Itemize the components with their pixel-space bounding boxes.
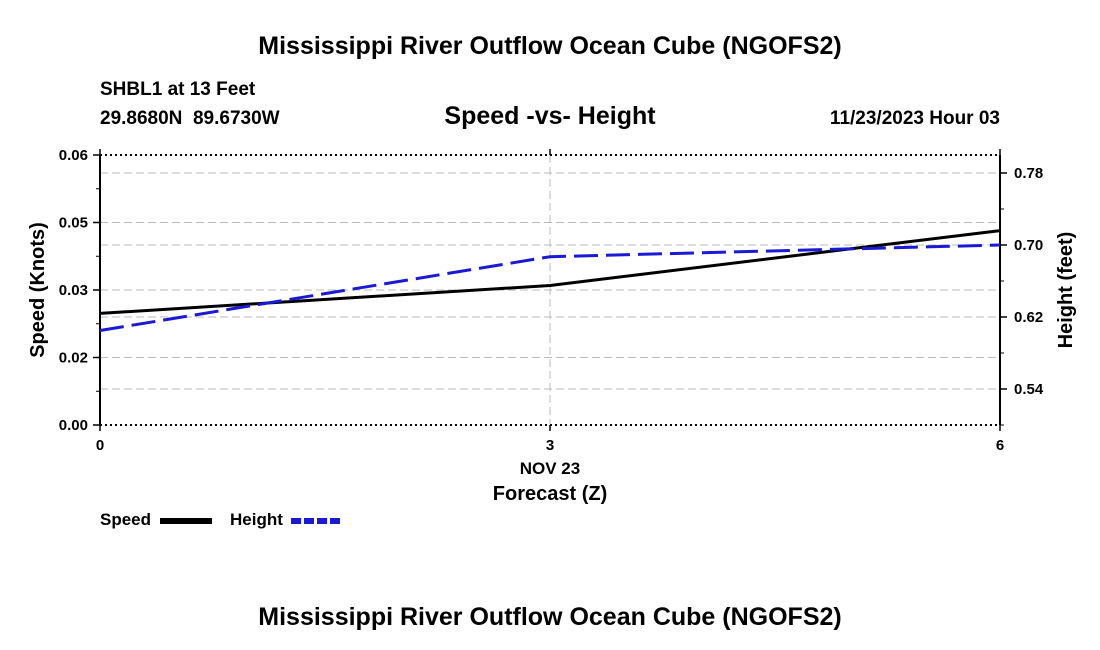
y2-axis-label: Height (feet): [1055, 232, 1077, 349]
footer-title: Mississippi River Outflow Ocean Cube (NG…: [258, 603, 841, 631]
ticks-layer: 0.00 0.02 0.03 0.05 0.06 0.54 0.62 0.70 0.78 0 3 6: [59, 147, 1044, 454]
x-tick-label-0: 0: [96, 437, 104, 454]
series-layer: [99, 229, 1001, 332]
y-tick-label-1: 0.02: [59, 350, 88, 367]
y-tick-label-3: 0.05: [59, 215, 88, 232]
location-label: 29.8680N 89.6730W: [100, 108, 280, 129]
chart-subtitle: Speed -vs- Height: [444, 102, 656, 130]
x-tick-label-1: 3: [546, 437, 554, 454]
legend: Speed Height: [100, 510, 342, 529]
y2-tick-label-1: 0.62: [1014, 309, 1043, 326]
y-tick-label-0: 0.00: [59, 417, 88, 434]
y2-tick-label-3: 0.78: [1014, 165, 1043, 182]
y2-tick-label-2: 0.70: [1014, 237, 1043, 254]
x-date-label: NOV 23: [520, 459, 580, 478]
legend-label-height: Height: [230, 510, 283, 529]
datetime-label: 11/23/2023 Hour 03: [830, 108, 1000, 129]
y-tick-label-2: 0.03: [59, 282, 88, 299]
series-line-height: [99, 243, 1001, 332]
grid-layer: [100, 155, 1000, 425]
y2-tick-label-0: 0.54: [1014, 381, 1044, 398]
x-axis-label: Forecast (Z): [493, 483, 607, 505]
station-label: SHBL1 at 13 Feet: [100, 79, 256, 100]
y-axis-label: Speed (Knots): [27, 222, 49, 358]
x-tick-label-2: 6: [996, 437, 1004, 454]
y-tick-label-4: 0.06: [59, 147, 88, 164]
legend-label-speed: Speed: [100, 510, 151, 529]
chart-title: Mississippi River Outflow Ocean Cube (NG…: [258, 32, 841, 60]
